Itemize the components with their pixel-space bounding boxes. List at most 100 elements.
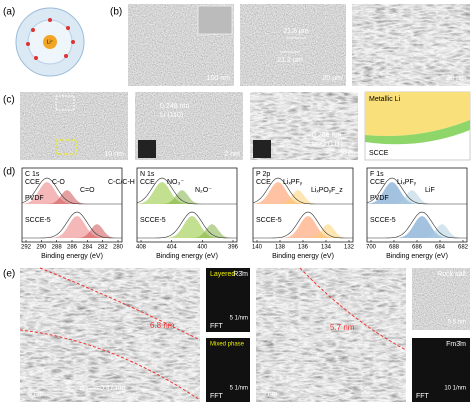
sem-image xyxy=(352,4,470,86)
sample-label: PVDF xyxy=(25,195,44,202)
box xyxy=(55,95,75,111)
tem-image xyxy=(20,268,200,402)
peak-label: LiF xyxy=(425,187,435,194)
x-tick-label: 682 xyxy=(458,245,469,251)
peak-label: N₂O⁻ xyxy=(195,187,212,194)
x-tick-label: 132 xyxy=(344,245,355,251)
x-tick-label: 280 xyxy=(113,245,124,251)
inset-label: Mixed phase xyxy=(210,342,245,348)
metal-region xyxy=(365,92,470,136)
spectrum xyxy=(252,177,353,205)
scale-bar: 0.5 nm xyxy=(448,320,466,326)
region-label: SCCE xyxy=(369,150,389,157)
boundary xyxy=(39,267,201,341)
interphase xyxy=(365,120,470,145)
tem-inset xyxy=(412,268,470,330)
lattice-plane: Li (110) xyxy=(160,112,183,119)
spectrum xyxy=(137,211,237,239)
scale-bar: 20 µm xyxy=(322,75,342,82)
scale-bar: 10 1/nm xyxy=(444,386,466,392)
boundary xyxy=(19,329,201,401)
boundary xyxy=(299,267,407,351)
fit-peak xyxy=(253,190,353,204)
x-tick-label: 404 xyxy=(167,245,178,251)
plot-title: N 1s xyxy=(140,171,155,178)
x-tick-label: 292 xyxy=(21,245,32,251)
scale-bar: 5 1/nm xyxy=(230,316,248,322)
sample-label: PVDF xyxy=(370,195,389,202)
fit-peak xyxy=(22,190,122,204)
fit-peak xyxy=(137,190,237,204)
scale-bar: 5 1/nm xyxy=(230,386,248,392)
peak-label: LiₓPFᵧ xyxy=(397,179,417,186)
x-axis-label: Binding energy (eV) xyxy=(272,253,334,260)
fft-inset xyxy=(206,338,250,402)
thickness: 6.8 nm xyxy=(150,321,175,330)
box xyxy=(55,139,77,155)
plot-title: P 2p xyxy=(256,171,270,178)
fit-peak xyxy=(253,216,353,238)
scale-bar: 100 nm xyxy=(207,75,231,82)
peak-label: NO₃⁻ xyxy=(167,179,184,186)
spectrum xyxy=(21,177,122,205)
sample-label: SCCE-5 xyxy=(370,217,396,224)
region-label: Metallic Li xyxy=(369,96,401,103)
x-tick-label: 400 xyxy=(197,245,208,251)
plot-frame xyxy=(136,167,238,243)
space-group: Fm3̄m xyxy=(446,341,466,348)
x-tick-label: 688 xyxy=(389,245,400,251)
fft-inset xyxy=(412,338,470,402)
thickness: 5.7 nm xyxy=(330,323,355,332)
ion-label: Li⁺ xyxy=(47,39,54,45)
space-group: R3̄m xyxy=(233,271,248,278)
x-axis-label: Binding energy (eV) xyxy=(41,253,103,260)
x-tick-label: 290 xyxy=(36,245,47,251)
schematic xyxy=(15,7,85,77)
scale-bar: 5 nm xyxy=(262,391,278,398)
d-spacing: d₍₀₀₃₎=0.47 nm xyxy=(80,385,126,392)
lattice-spacing: 0.266 nm xyxy=(312,132,341,139)
x-tick-label: 408 xyxy=(136,245,147,251)
scale-bar: 20 µm xyxy=(446,75,466,82)
sem-image xyxy=(240,4,346,86)
fft-label: FFT xyxy=(416,393,430,400)
plot-title: F 1s xyxy=(370,171,384,178)
lattice-spacing: 0.248 nm xyxy=(160,103,189,110)
x-axis-label: Binding energy (eV) xyxy=(386,253,448,260)
fit-peak xyxy=(22,216,122,238)
panel-label: (c) xyxy=(3,95,15,106)
peak-label: LiₓPOᵧF_z xyxy=(311,187,343,194)
x-tick-label: 288 xyxy=(52,245,63,251)
sample-label: SCCE-5 xyxy=(140,217,166,224)
scale-bar: 2 nm xyxy=(224,151,240,158)
spectrum xyxy=(136,177,237,205)
fft-inset xyxy=(138,140,156,158)
scale-bar: 5 nm xyxy=(28,391,44,398)
dimension: 21.8 µm xyxy=(283,28,309,35)
fit-peak xyxy=(137,182,237,204)
fft-label: FFT xyxy=(210,323,224,330)
spectrum xyxy=(366,177,467,205)
panel-label: (b) xyxy=(110,7,122,18)
peak-label: C=O xyxy=(80,187,95,194)
fit-peak xyxy=(22,182,122,204)
spectrum xyxy=(22,211,122,239)
x-tick-label: 286 xyxy=(67,245,78,251)
x-tick-label: 684 xyxy=(435,245,446,251)
sample-label: CCE xyxy=(25,179,40,186)
lattice-plane: Li₂O (111) xyxy=(312,141,343,148)
x-tick-label: 282 xyxy=(98,245,109,251)
panel-label: (e) xyxy=(3,269,15,280)
x-tick-label: 700 xyxy=(366,245,377,251)
fit-peak xyxy=(137,216,237,238)
x-axis-label: Binding energy (eV) xyxy=(156,253,218,260)
x-tick-label: 138 xyxy=(275,245,286,251)
x-tick-label: 136 xyxy=(298,245,309,251)
inset-label: Layered xyxy=(210,271,235,278)
scale-bar: 2 nm xyxy=(339,151,355,158)
fit-peak xyxy=(367,216,467,238)
fit-peak xyxy=(367,190,467,204)
panel-label: (d) xyxy=(3,167,15,178)
x-tick-label: 686 xyxy=(412,245,423,251)
